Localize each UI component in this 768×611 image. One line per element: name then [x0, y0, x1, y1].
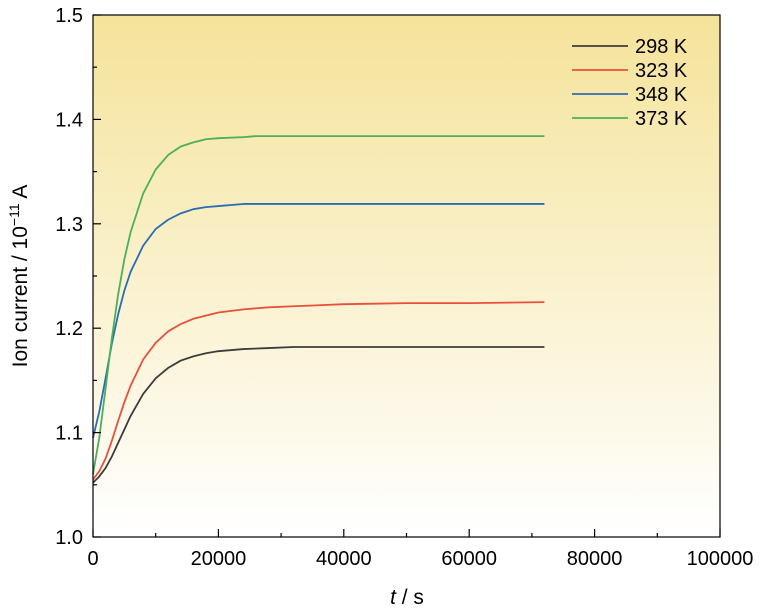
legend-label: 373 K	[635, 108, 688, 130]
x-tick-label: 80000	[567, 548, 623, 570]
y-axis-title: Ion current / 10−11 A	[6, 185, 32, 368]
x-tick-label: 20000	[191, 548, 247, 570]
x-tick-label: 0	[87, 548, 98, 570]
legend-label: 348 K	[635, 84, 688, 106]
series-line-298k	[92, 346, 545, 484]
y-tick-label: 1.2	[55, 318, 83, 340]
y-tick-label: 1.1	[55, 423, 83, 445]
series-line-348k	[92, 203, 545, 439]
x-tick-label: 40000	[316, 548, 372, 570]
x-tick-label: 60000	[441, 548, 497, 570]
y-tick-label: 1.3	[55, 214, 83, 236]
series-line-373k	[92, 135, 545, 475]
x-axis-title: t / s	[390, 586, 424, 609]
plot-background	[93, 15, 720, 537]
y-tick-label: 1.5	[55, 5, 83, 27]
series-layer	[92, 135, 545, 484]
y-axis-title-exp: −11	[6, 203, 22, 226]
x-axis-title-rest: / s	[396, 586, 424, 609]
y-axis-title-main: Ion current / 10	[9, 226, 32, 367]
y-axis-title-unit: A	[9, 185, 32, 204]
ticks-layer: 0 20000 40000 60000 80000 100000 1.0 1.1 1.2 1.3 1…	[55, 5, 753, 570]
legend-label: 298 K	[635, 36, 688, 58]
y-tick-label: 1.0	[55, 527, 83, 549]
x-tick-label: 100000	[687, 548, 754, 570]
legend-label: 323 K	[635, 60, 688, 82]
series-line-323k	[92, 301, 545, 481]
x-axis-title-italic: t	[390, 586, 397, 609]
y-tick-label: 1.4	[55, 109, 83, 131]
